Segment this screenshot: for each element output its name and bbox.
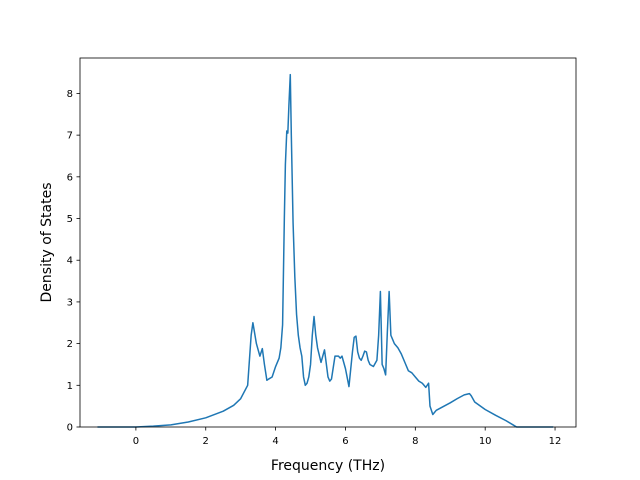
x-tick-label: 12 (549, 436, 562, 447)
x-tick-label: 6 (342, 436, 348, 447)
y-tick-label: 8 (67, 89, 73, 100)
y-tick-label: 6 (67, 172, 73, 183)
y-tick-label: 1 (67, 381, 73, 392)
x-axis-label: Frequency (THz) (271, 458, 385, 474)
dos-series-line (97, 73, 554, 428)
y-tick-label: 4 (67, 256, 73, 267)
x-tick-label: 4 (272, 436, 278, 447)
y-tick-label: 5 (67, 214, 73, 225)
x-axis-ticks: 0 2 4 6 8 10 12 (133, 427, 562, 447)
axes-frame (79, 57, 577, 428)
y-tick-label: 0 (67, 423, 73, 434)
x-tick-label: 0 (133, 436, 139, 447)
x-tick-label: 2 (203, 436, 209, 447)
x-tick-label: 10 (479, 436, 492, 447)
x-tick-label: 8 (412, 436, 418, 447)
y-axis-ticks: 0 1 2 3 4 5 6 7 8 (67, 89, 80, 434)
y-tick-label: 2 (67, 339, 73, 350)
y-tick-label: 3 (67, 297, 73, 308)
y-axis-label: Density of States (39, 183, 55, 303)
y-tick-label: 7 (67, 131, 73, 142)
plot-area (97, 73, 554, 428)
